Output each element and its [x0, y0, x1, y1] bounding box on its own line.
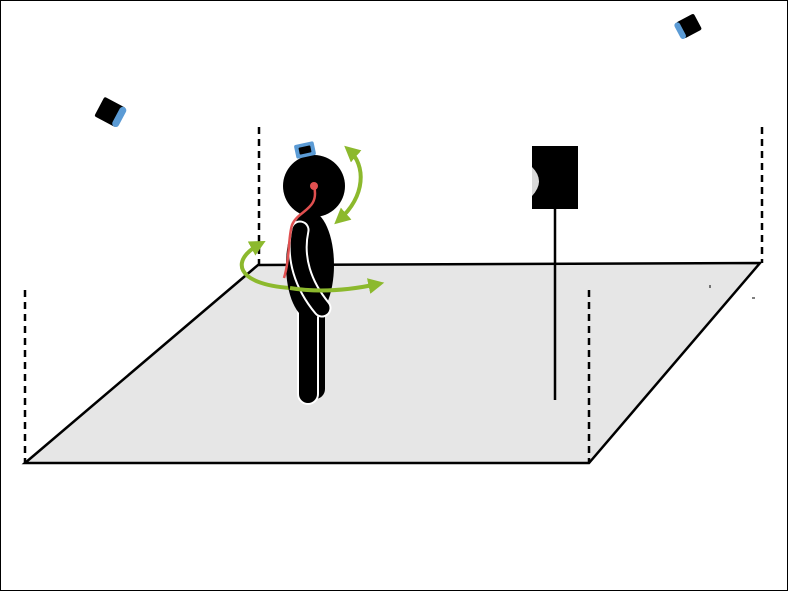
- tracking-camera-icon: [674, 14, 702, 39]
- pitch-rotation-arrow-icon: [334, 145, 363, 225]
- floor-area: [21, 261, 763, 465]
- signal-cable: [282, 182, 318, 279]
- yaw-rotation-arrow-icon: [289, 278, 385, 294]
- yaw-rotation-arrow-icon: [239, 240, 291, 290]
- head-tracker-icon: [294, 141, 316, 159]
- tracking-camera-icon: [94, 97, 127, 128]
- loudspeaker-icon: [532, 146, 578, 400]
